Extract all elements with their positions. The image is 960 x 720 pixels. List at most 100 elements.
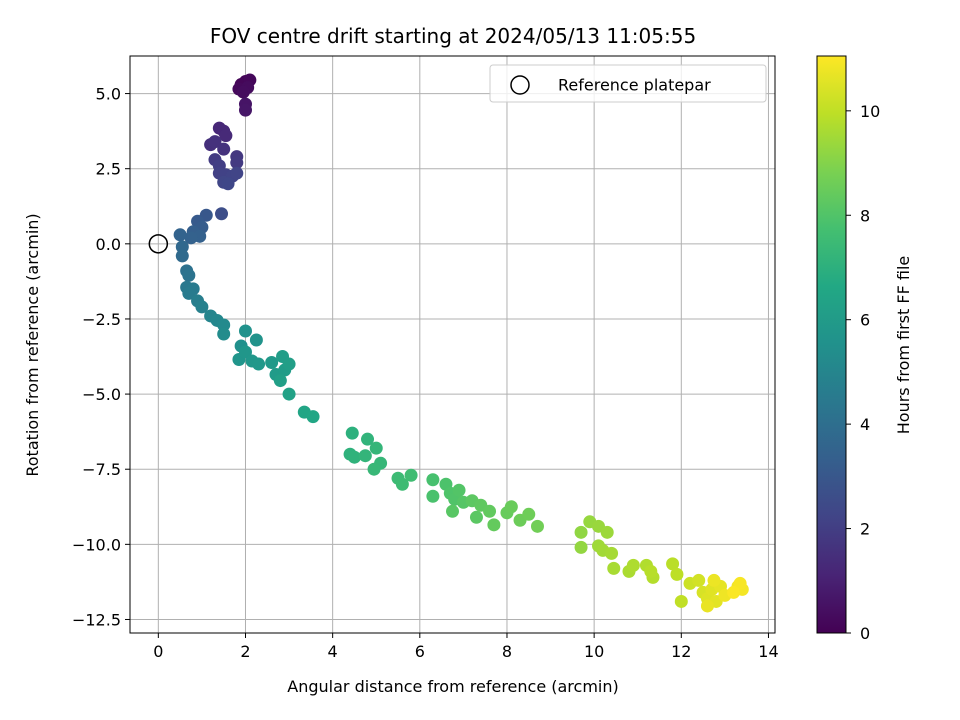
x-axis-ticks: 0 2 4 6 8 10 12 14 [153,633,779,661]
colorbar-tick-label: 10 [860,102,880,121]
data-point [522,507,536,521]
data-point [707,573,721,587]
y-tick-label: −5.0 [82,385,121,404]
x-tick-label: 0 [153,642,163,661]
y-tick-label: 0.0 [96,235,121,254]
legend-label: Reference platepar [558,76,711,95]
data-point [574,540,588,554]
x-tick-label: 8 [502,642,512,661]
data-point [184,231,198,245]
data-point [600,525,614,539]
colorbar-tick-label: 6 [860,311,870,330]
data-point [446,504,459,518]
data-point [215,207,229,221]
grid-lines [130,56,775,633]
data-point [175,249,189,263]
y-tick-label: 5.0 [96,85,121,104]
colorbar-tick-label: 0 [860,624,870,643]
data-point [221,177,235,191]
data-point [733,576,747,590]
y-tick-label: −2.5 [82,310,121,329]
data-point [195,300,209,314]
data-point [727,585,741,599]
y-tick-label: −7.5 [82,460,121,479]
y-tick-label: −12.5 [72,610,121,629]
reference-platepar-marker [148,234,169,254]
data-point [644,564,658,578]
legend: Reference platepar [489,64,767,103]
data-point [367,462,381,476]
y-tick-label: −10.0 [72,535,121,554]
data-point [605,546,619,560]
data-point [238,324,252,338]
data-point [361,432,375,446]
data-point [487,518,501,532]
data-point [426,473,440,487]
data-point [219,129,233,143]
colorbar-tick-label: 4 [860,415,870,434]
data-point [230,166,244,180]
data-point [666,557,680,571]
data-point [607,561,621,575]
data-point [217,142,231,156]
colorbar-tick-label: 2 [860,520,870,539]
data-point [674,594,688,608]
data-point [249,333,263,347]
data-point [217,318,231,332]
data-point [230,156,244,170]
data-point [175,240,189,254]
chart-title: FOV centre drift starting at 2024/05/13 … [210,24,696,48]
data-point [347,450,361,464]
y-axis-ticks: 5.0 2.5 0.0 −2.5 −5.0 −7.5 −10.0 −12.5 [72,85,130,629]
data-point [217,327,231,341]
data-point [238,345,252,359]
x-tick-label: 10 [584,642,604,661]
data-point [282,357,296,371]
data-point [530,519,544,533]
data-point [358,449,372,463]
data-point [483,504,497,518]
data-point [452,483,466,497]
x-axis-label: Angular distance from reference (arcmin) [287,677,618,696]
colorbar [816,55,847,634]
data-point [173,228,187,242]
data-point [345,426,359,440]
data-point [404,468,418,482]
data-point [182,268,196,282]
data-point [574,525,588,539]
y-tick-label: 2.5 [96,160,121,179]
data-point [670,567,684,581]
x-tick-label: 14 [758,642,778,661]
data-point [395,477,409,491]
data-point [265,356,279,370]
x-tick-label: 6 [415,642,425,661]
data-point [626,558,640,572]
x-tick-label: 4 [328,642,338,661]
colorbar-ticks: 0 2 4 6 8 10 [846,102,880,643]
colorbar-tick-label: 8 [860,206,870,225]
y-axis-label: Rotation from reference (arcmin) [23,213,42,476]
data-point [273,374,287,388]
legend-open-circle-icon [510,75,530,95]
data-point [700,599,714,613]
data-point [238,103,252,117]
data-point [252,357,266,371]
data-point [282,387,296,401]
data-point [182,286,196,300]
data-points [173,73,749,613]
data-point [306,410,320,424]
colorbar-label: Hours from first FF file [894,256,913,435]
data-point [369,441,383,455]
data-point [692,573,706,587]
legend-box [489,64,767,103]
data-point [236,85,250,99]
x-tick-label: 12 [671,642,691,661]
plot-frame [129,55,776,634]
data-point [208,135,222,149]
data-point [469,510,483,524]
x-tick-label: 2 [240,642,250,661]
data-point [504,500,518,514]
data-point [426,489,440,503]
